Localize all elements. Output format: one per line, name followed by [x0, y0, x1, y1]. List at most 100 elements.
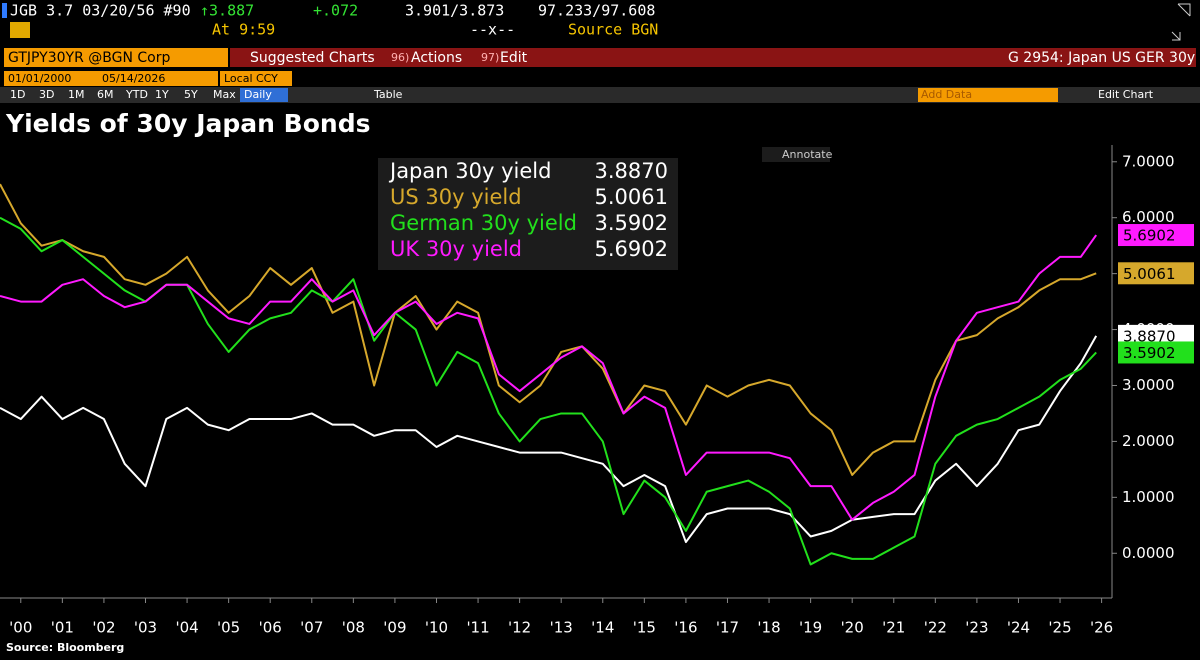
period-button[interactable]: 6M	[97, 88, 114, 101]
actions-code[interactable]: 96)	[391, 51, 409, 64]
currency-box[interactable]	[220, 71, 292, 86]
plot: 0.00001.00002.00003.00004.00005.00006.00…	[0, 145, 1194, 637]
collapse-icon[interactable]	[1171, 31, 1181, 41]
x-tick-label: '19	[799, 619, 822, 637]
menu-bar	[230, 48, 1196, 67]
legend-value: 5.6902	[595, 237, 668, 261]
last-value-box	[1118, 224, 1194, 247]
x-tick-label: '08	[342, 619, 365, 637]
x-tick-label: '09	[383, 619, 406, 637]
period-button[interactable]: YTD	[125, 88, 148, 101]
frequency-box[interactable]	[240, 88, 288, 102]
source-bgn: Source BGN	[568, 21, 658, 39]
series-line	[0, 335, 1098, 544]
period-buttons: 1D 3D 1M 6M YTD 1Y 5Y Max	[10, 88, 236, 101]
x-tick-label: '16	[674, 619, 697, 637]
x-tick-label: '20	[841, 619, 864, 637]
x-tick-label: '03	[134, 619, 157, 637]
bid-ask-price: 97.233/97.608	[538, 2, 655, 20]
suggested-charts[interactable]: Suggested Charts	[250, 50, 375, 66]
ticker-box[interactable]	[4, 48, 228, 67]
legend: Japan 30y yield 3.8870 US 30y yield 5.0061 G…	[378, 158, 678, 270]
focus-marker	[2, 3, 7, 18]
last-value-box	[1118, 262, 1194, 285]
y-tick-label: 7.0000	[1122, 152, 1175, 170]
legend-name: German 30y yield	[390, 211, 577, 235]
x-tick-label: '05	[217, 619, 240, 637]
start-date[interactable]: 01/01/2000	[8, 72, 71, 85]
period-button[interactable]: Max	[213, 88, 236, 101]
ticker[interactable]: GTJPY30YR @BGN Corp	[8, 50, 170, 66]
edit-code[interactable]: 97)	[481, 51, 499, 64]
expand-icon[interactable]	[1177, 3, 1191, 17]
legend-name: UK 30y yield	[390, 237, 522, 261]
end-date[interactable]: 05/14/2026	[102, 72, 165, 85]
period-button[interactable]: 1Y	[155, 88, 169, 101]
series-line	[0, 183, 1097, 476]
annotate-box[interactable]	[762, 147, 830, 162]
x-tick-label: '22	[924, 619, 947, 637]
last-value-label: 3.5902	[1123, 344, 1176, 362]
series-line	[0, 234, 1098, 521]
x-tick-label: '02	[92, 619, 115, 637]
last-value-label: 5.0061	[1123, 265, 1176, 283]
x-tick-label: '14	[591, 619, 614, 637]
x-tick-label: '21	[882, 619, 905, 637]
frequency[interactable]: Daily	[244, 88, 272, 101]
x-tick-label: '13	[550, 619, 573, 637]
x-tick-label: '11	[466, 619, 489, 637]
x-tick-label: '17	[716, 619, 739, 637]
x-tick-label: '24	[1007, 619, 1030, 637]
legend-value: 3.8870	[595, 159, 668, 183]
table[interactable]: Table	[373, 88, 403, 101]
x-tick-label: '10	[425, 619, 448, 637]
x-tick-label: '18	[757, 619, 780, 637]
annotate[interactable]: Annotate	[782, 148, 833, 161]
x-tick-label: '12	[508, 619, 531, 637]
edit[interactable]: Edit	[500, 50, 528, 66]
bell-icon[interactable]	[10, 22, 30, 38]
x-tick-label: '04	[175, 619, 198, 637]
y-tick-label: 0.0000	[1122, 544, 1175, 562]
currency[interactable]: Local CCY	[224, 72, 278, 85]
x-tick-label: '25	[1048, 619, 1071, 637]
actions[interactable]: Actions	[411, 50, 462, 66]
time: At 9:59	[212, 21, 275, 39]
x-tick-label: '01	[51, 619, 74, 637]
x-tick-label: '07	[300, 619, 323, 637]
spread: --x--	[470, 21, 515, 39]
last-value-label: 3.8870	[1123, 327, 1176, 345]
legend-value: 3.5902	[595, 211, 668, 235]
legend-box	[378, 158, 678, 270]
edit-chart[interactable]: Edit Chart	[1098, 88, 1154, 101]
period-button[interactable]: 1M	[68, 88, 85, 101]
change: +.072	[313, 2, 358, 20]
x-tick-label: '15	[633, 619, 656, 637]
last-value-label: 5.6902	[1123, 227, 1176, 245]
last-value-box	[1118, 341, 1194, 364]
date-range-box[interactable]	[4, 71, 218, 86]
y-tick-label: 6.0000	[1122, 208, 1175, 226]
legend-name: Japan 30y yield	[388, 159, 551, 183]
x-tick-label: '23	[965, 619, 988, 637]
bid-ask-yield: 3.901/3.873	[405, 2, 504, 20]
y-tick-label: 1.0000	[1122, 488, 1175, 506]
period-button[interactable]: 1D	[10, 88, 25, 101]
period-button[interactable]: 5Y	[184, 88, 198, 101]
add-data[interactable]: Add Data	[921, 88, 972, 101]
chart-id[interactable]: G 2954: Japan US GER 30y	[1008, 50, 1195, 66]
period-bar	[0, 87, 1200, 103]
add-data-box[interactable]	[918, 88, 1058, 102]
last-price: ↑3.887	[200, 2, 254, 20]
y-tick-label: 3.0000	[1122, 376, 1175, 394]
legend-value: 5.0061	[595, 185, 668, 209]
x-tick-label: '06	[259, 619, 282, 637]
source: Source: Bloomberg	[6, 641, 124, 654]
period-button[interactable]: 3D	[39, 88, 54, 101]
security: JGB 3.7 03/20/56 #90	[10, 2, 191, 20]
x-tick-label: '00	[9, 619, 32, 637]
chart-title: Yields of 30y Japan Bonds	[5, 109, 370, 138]
x-tick-label: '26	[1090, 619, 1113, 637]
